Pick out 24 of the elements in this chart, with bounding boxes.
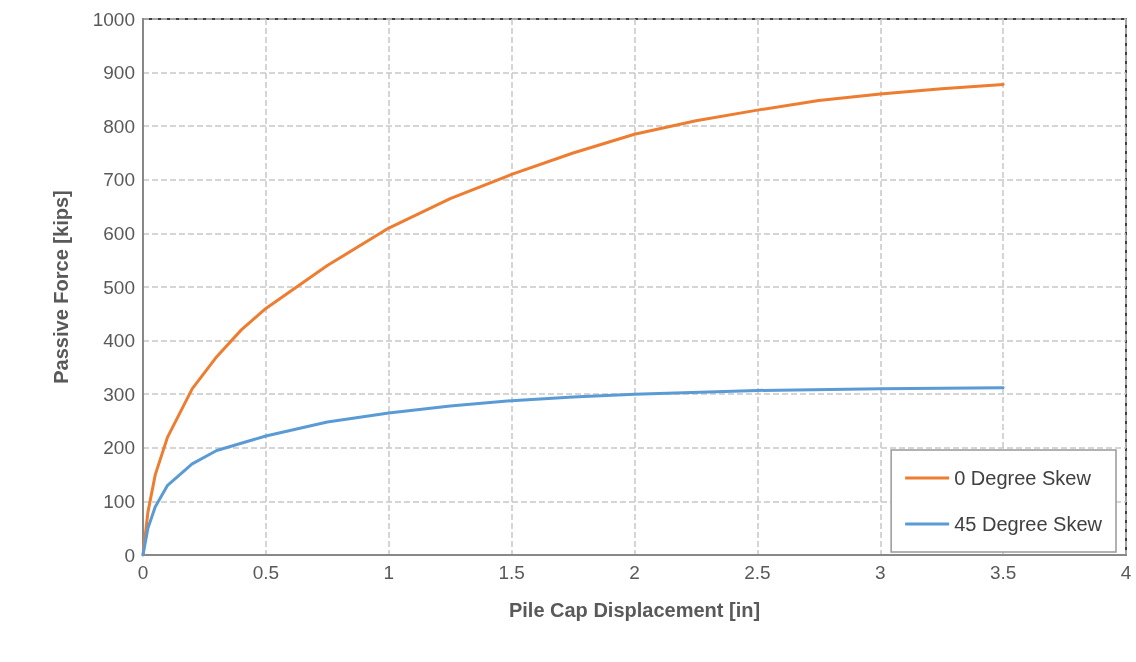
x-tick-label: 1.5 (498, 562, 525, 583)
x-tick-label: 1 (383, 562, 395, 583)
y-tick-label: 900 (103, 62, 135, 84)
x-tick-label: 0.5 (252, 562, 280, 583)
y-tick-label: 300 (103, 383, 135, 405)
x-tick-label: 0 (137, 562, 149, 583)
y-tick-label: 400 (103, 330, 135, 352)
x-tick-label: 2 (629, 562, 640, 583)
x-tick-label: 4 (1120, 562, 1132, 583)
x-tick-label: 2.5 (744, 562, 771, 583)
x-axis-title: Pile Cap Displacement [in] (508, 599, 761, 621)
y-tick-label: 500 (103, 276, 135, 298)
y-tick-label: 600 (103, 222, 135, 244)
x-tick-label: 3.5 (989, 562, 1017, 583)
y-tick-label: 100 (103, 490, 135, 512)
y-axis-title: Passive Force [kips] (50, 190, 72, 384)
y-tick-label: 200 (103, 437, 135, 459)
legend-label: 0 Degree Skew (954, 467, 1092, 489)
y-tick-label: 700 (103, 169, 135, 191)
y-tick-label: 800 (103, 115, 135, 137)
x-tick-label: 3 (874, 562, 886, 583)
legend-label: 45 Degree Skew (954, 513, 1103, 535)
y-tick-label: 0 (124, 544, 135, 566)
y-tick-label: 1000 (92, 8, 135, 30)
